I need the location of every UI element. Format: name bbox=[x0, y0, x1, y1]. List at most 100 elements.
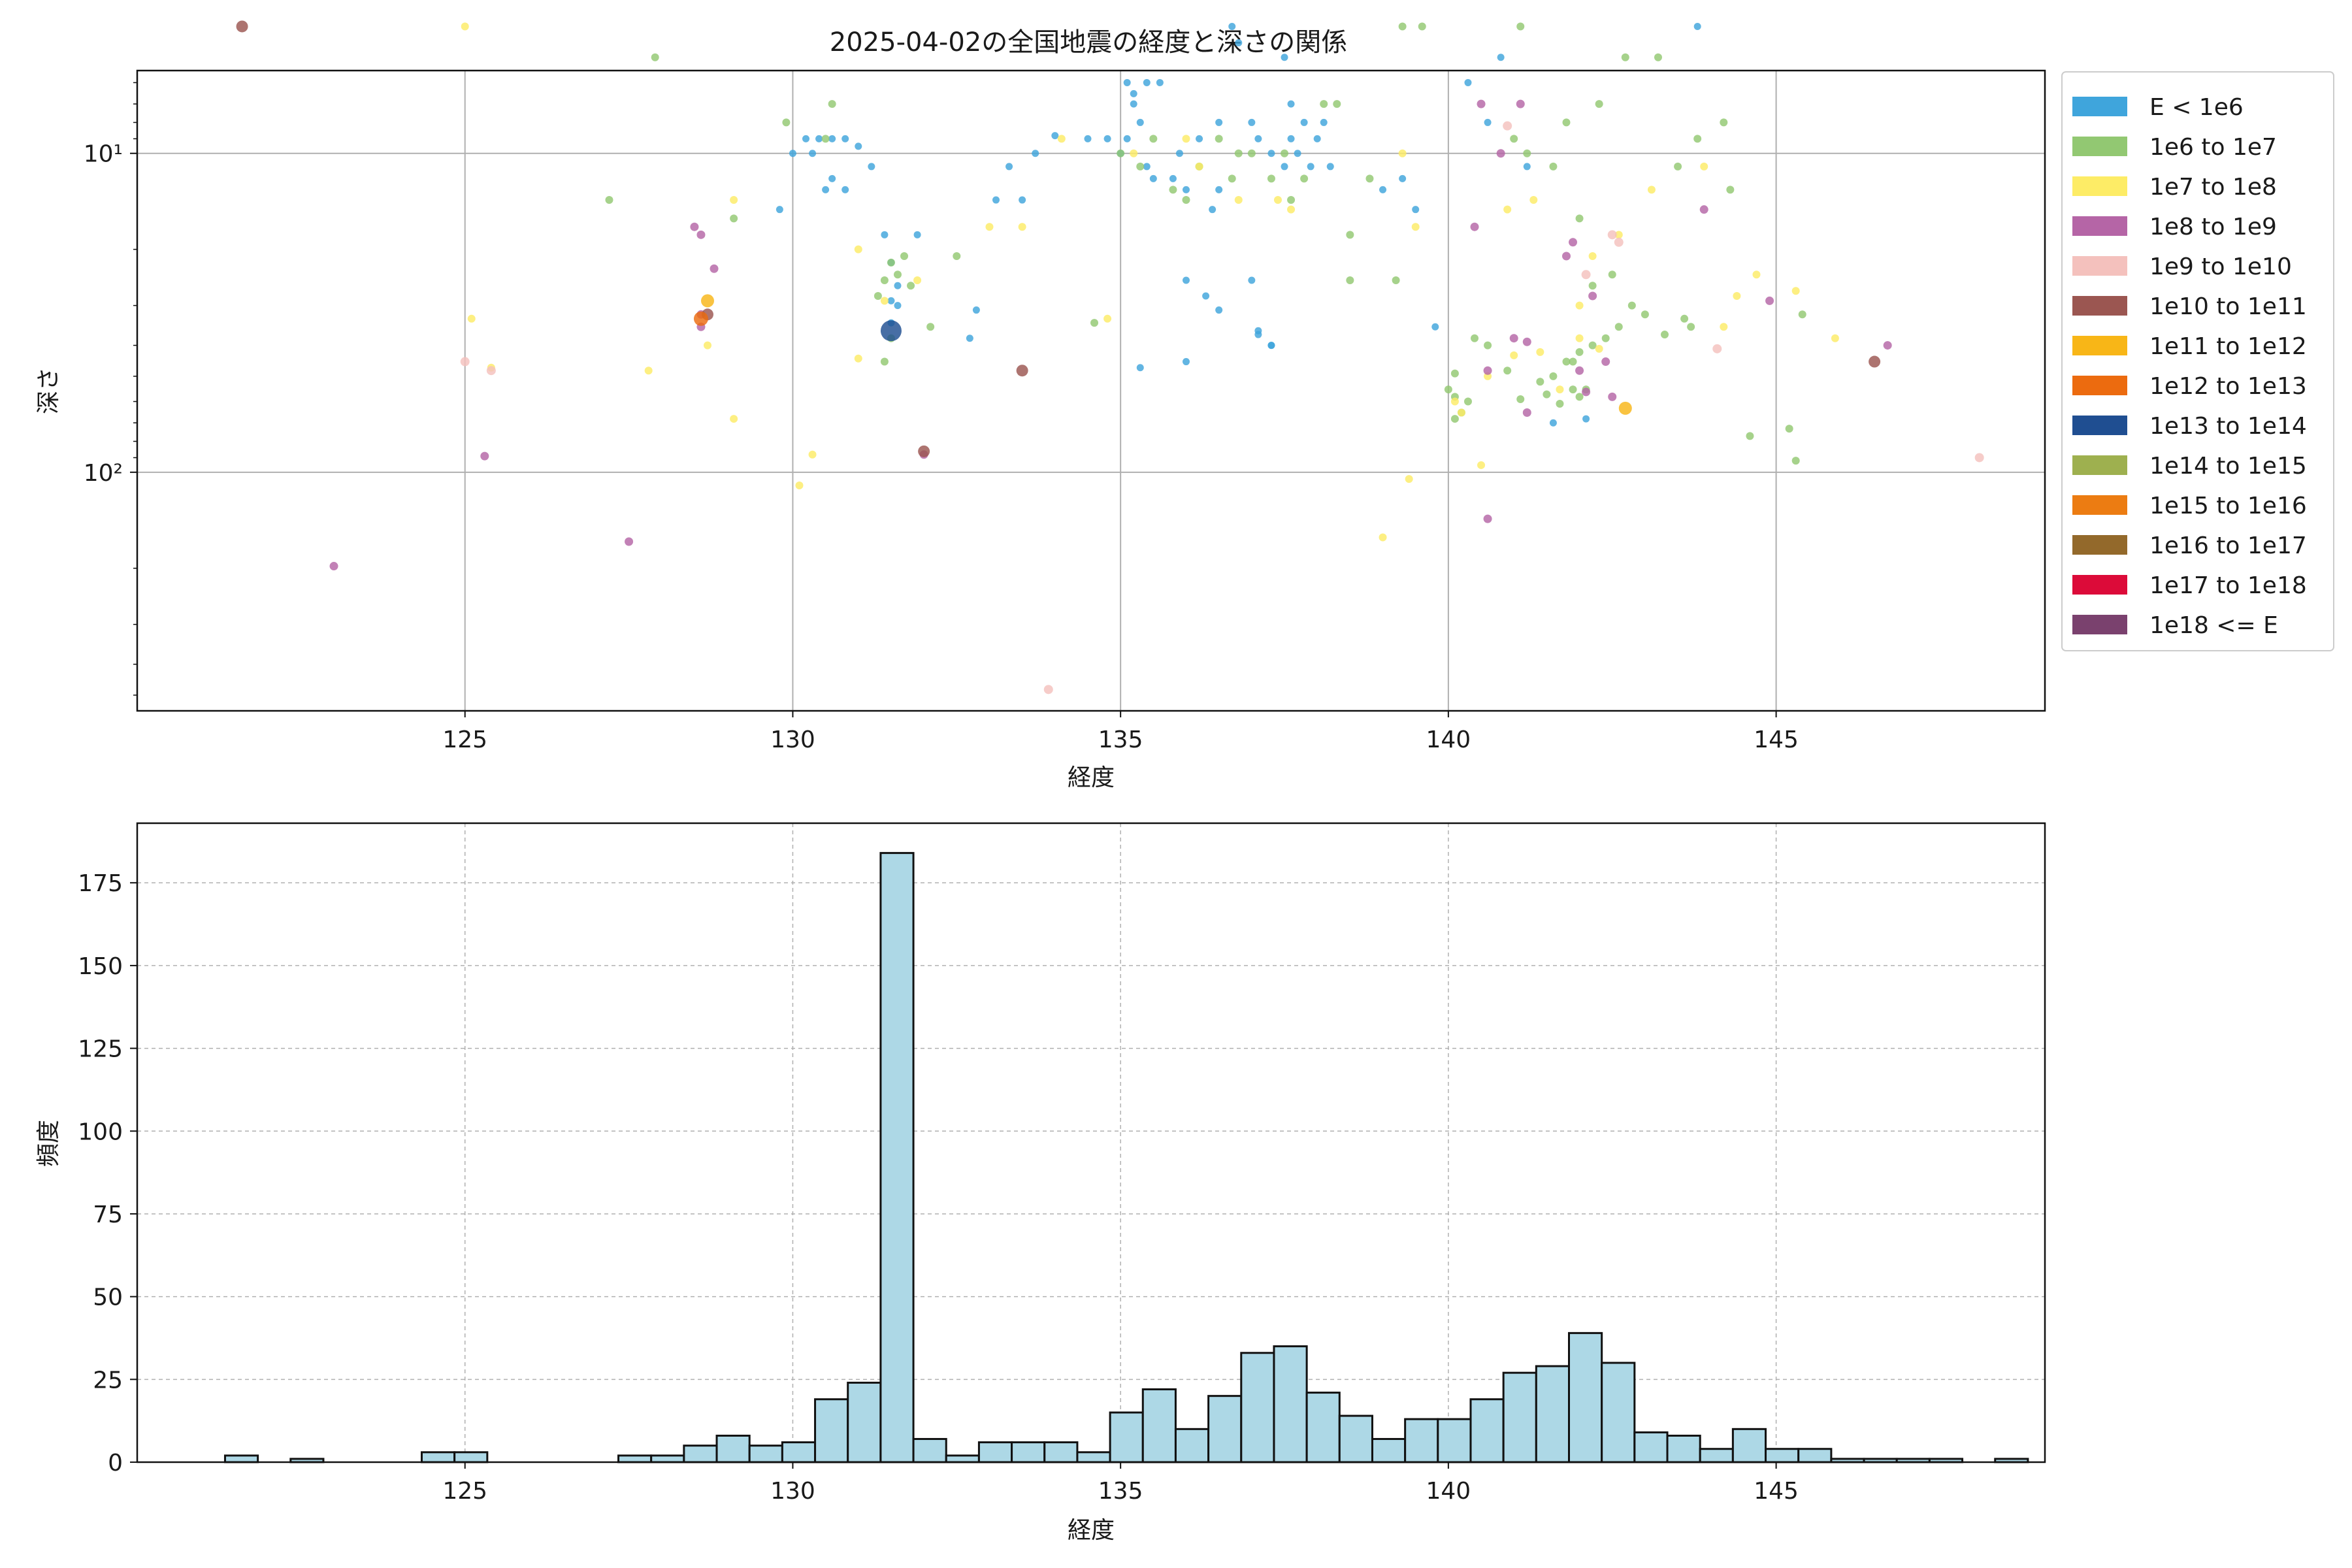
scatter-point bbox=[1398, 22, 1407, 31]
scatter-point bbox=[1019, 196, 1026, 204]
scatter-point bbox=[1267, 342, 1275, 350]
histogram-bar bbox=[1174, 1428, 1210, 1463]
legend-label: 1e13 to 1e14 bbox=[2149, 413, 2307, 440]
scatter-point bbox=[1379, 533, 1387, 542]
scatter-point bbox=[1693, 22, 1701, 30]
scatter-point bbox=[1561, 252, 1571, 261]
legend-label: 1e11 to 1e12 bbox=[2149, 333, 2307, 360]
scatter-point bbox=[1182, 276, 1190, 284]
scatter-point bbox=[1016, 365, 1028, 377]
scatter-point bbox=[1117, 149, 1125, 157]
scatter-point bbox=[887, 297, 895, 304]
scatter-point bbox=[1399, 174, 1407, 182]
histogram-bars bbox=[223, 852, 2029, 1463]
scatter-point bbox=[880, 276, 889, 284]
scatter-point bbox=[1618, 401, 1632, 415]
scatter-point bbox=[880, 320, 902, 342]
scatter-point bbox=[1234, 149, 1243, 157]
scatter-point bbox=[1575, 214, 1584, 223]
scatter-point bbox=[1307, 163, 1315, 171]
histogram-bar bbox=[977, 1441, 1013, 1463]
scatter-point bbox=[1057, 135, 1066, 143]
scatter-point bbox=[1595, 344, 1603, 353]
scatter-point bbox=[1281, 149, 1289, 157]
scatter-point bbox=[1477, 99, 1486, 108]
scatter-point bbox=[1326, 163, 1334, 171]
scatter-point bbox=[1175, 150, 1183, 157]
y-axis-label: 深さ bbox=[35, 367, 62, 414]
scatter-point bbox=[887, 258, 895, 267]
scatter-point bbox=[1529, 196, 1538, 204]
scatter-point bbox=[893, 270, 902, 279]
scatter-point bbox=[460, 357, 470, 367]
legend-label: 1e10 to 1e11 bbox=[2149, 293, 2307, 320]
scatter-point bbox=[703, 341, 711, 350]
scatter-point bbox=[894, 282, 902, 289]
legend-swatch bbox=[2072, 416, 2127, 435]
scatter-point bbox=[1450, 397, 1459, 406]
scatter-point bbox=[1497, 54, 1505, 61]
scatter-point bbox=[1346, 231, 1354, 239]
scatter-point bbox=[1300, 118, 1308, 126]
scatter-point bbox=[1712, 344, 1722, 353]
scatter-point bbox=[1569, 357, 1577, 366]
scatter-point bbox=[776, 206, 783, 214]
histogram-bar bbox=[1207, 1395, 1243, 1463]
scatter-point bbox=[841, 186, 849, 193]
scatter-point bbox=[1156, 78, 1164, 86]
scatter-point bbox=[913, 231, 921, 238]
scatter-point bbox=[795, 482, 804, 490]
scatter-point bbox=[1575, 334, 1584, 342]
scatter-point bbox=[1195, 162, 1203, 171]
scatter-point bbox=[1720, 118, 1728, 127]
scatter-point bbox=[1103, 314, 1112, 323]
scatter-point bbox=[789, 150, 796, 157]
scatter-point bbox=[1483, 514, 1492, 523]
histogram-bar bbox=[683, 1445, 718, 1463]
scatter-point bbox=[605, 196, 613, 204]
y-tick-label: 10¹ bbox=[84, 141, 123, 168]
y-tick-label: 125 bbox=[78, 1036, 123, 1063]
depth-vs-longitude-chart: 2025-04-02の全国地震の経度と深さの関係 125 130 135 140 145… bbox=[35, 20, 2334, 791]
scatter-point bbox=[696, 230, 706, 239]
scatter-point bbox=[1084, 135, 1092, 142]
scatter-point bbox=[1569, 238, 1578, 247]
scatter-point bbox=[1588, 291, 1597, 301]
x-tick-label: 145 bbox=[1754, 727, 1799, 753]
scatter-point bbox=[1575, 393, 1584, 401]
scatter-point bbox=[1463, 397, 1472, 406]
longitude-histogram: 125 130 135 140 145 0 25 50 75 100 125 150 175 経度 頻度 bbox=[35, 822, 2046, 1544]
x-tick-label: 125 bbox=[442, 1478, 487, 1505]
scatter-point bbox=[467, 314, 476, 323]
scatter-point bbox=[730, 196, 738, 204]
legend-label: 1e6 to 1e7 bbox=[2149, 134, 2277, 161]
scatter-point bbox=[1182, 196, 1190, 204]
scatter-point bbox=[1496, 149, 1505, 158]
legend-label: 1e16 to 1e17 bbox=[2149, 532, 2307, 559]
scatter-point bbox=[1411, 223, 1420, 231]
legend-label: 1e7 to 1e8 bbox=[2149, 174, 2277, 201]
scatter-point bbox=[1765, 296, 1774, 305]
histogram-bar bbox=[223, 1454, 259, 1463]
scatter-point bbox=[985, 223, 994, 231]
histogram-bar bbox=[1305, 1392, 1341, 1463]
scatter-point bbox=[1746, 432, 1754, 440]
scatter-point bbox=[1791, 457, 1800, 465]
scatter-point bbox=[1549, 372, 1558, 380]
scatter-point bbox=[1516, 395, 1525, 403]
scatter-point bbox=[1234, 196, 1243, 204]
scatter-point bbox=[1235, 39, 1243, 46]
scatter-points bbox=[236, 20, 1984, 694]
scatter-point bbox=[841, 135, 849, 142]
scatter-point bbox=[1536, 348, 1544, 356]
scatter-point bbox=[880, 297, 889, 305]
scatter-point bbox=[1215, 306, 1223, 314]
scatter-point bbox=[1798, 310, 1806, 319]
scatter-point bbox=[1522, 337, 1531, 346]
scatter-point bbox=[1090, 319, 1099, 327]
scatter-point bbox=[1471, 334, 1479, 342]
scatter-point bbox=[1228, 22, 1236, 30]
histogram-bar bbox=[1043, 1441, 1079, 1463]
scatter-point bbox=[1556, 385, 1564, 394]
y-tick-label: 175 bbox=[78, 870, 123, 897]
